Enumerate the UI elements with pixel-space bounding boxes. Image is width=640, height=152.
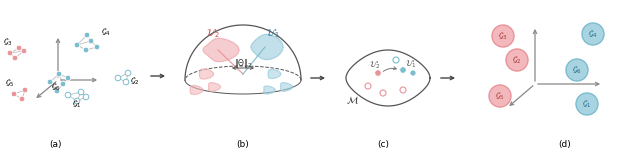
Circle shape <box>94 44 100 50</box>
Text: $\mathcal{G}_3$: $\mathcal{G}_3$ <box>3 36 13 48</box>
Circle shape <box>54 88 60 94</box>
Circle shape <box>123 79 129 85</box>
Circle shape <box>582 23 604 45</box>
Circle shape <box>88 38 94 44</box>
Text: $\mathcal{G}_4$: $\mathcal{G}_4$ <box>101 26 111 38</box>
Circle shape <box>78 89 84 95</box>
Circle shape <box>393 57 399 63</box>
Circle shape <box>19 96 25 102</box>
Text: $\mathcal{G}_2$: $\mathcal{G}_2$ <box>131 75 140 87</box>
Text: $\mathcal{G}_2$: $\mathcal{G}_2$ <box>512 54 522 66</box>
Circle shape <box>125 70 131 76</box>
Text: $\mathcal{U}_2$: $\mathcal{U}_2$ <box>369 59 381 71</box>
Polygon shape <box>200 69 214 79</box>
Circle shape <box>566 59 588 81</box>
Circle shape <box>16 45 22 51</box>
Text: $\mathcal{U}_1$: $\mathcal{U}_1$ <box>405 58 417 70</box>
FancyArrowPatch shape <box>383 67 396 71</box>
Circle shape <box>74 98 80 104</box>
Polygon shape <box>209 83 220 91</box>
Polygon shape <box>203 38 239 62</box>
Circle shape <box>21 48 27 54</box>
Circle shape <box>12 55 18 61</box>
Circle shape <box>365 83 371 89</box>
Text: $\mathcal{G}_6$: $\mathcal{G}_6$ <box>51 81 61 93</box>
Circle shape <box>492 25 514 47</box>
Polygon shape <box>251 34 283 60</box>
Text: $\mathcal{G}_1$: $\mathcal{G}_1$ <box>582 98 592 110</box>
Polygon shape <box>280 83 292 91</box>
Polygon shape <box>264 86 275 94</box>
Circle shape <box>506 49 528 71</box>
Text: $\mathcal{G}_5$: $\mathcal{G}_5$ <box>495 90 505 102</box>
Circle shape <box>83 94 89 100</box>
Circle shape <box>83 47 89 53</box>
Text: $\mathcal{U}_1$: $\mathcal{U}_1$ <box>266 28 280 40</box>
Text: $\mathcal{G}_1$: $\mathcal{G}_1$ <box>72 98 82 110</box>
Text: (c): (c) <box>377 140 389 149</box>
Circle shape <box>576 93 598 115</box>
Circle shape <box>65 75 71 81</box>
Circle shape <box>22 87 28 93</box>
Circle shape <box>410 70 416 76</box>
Text: (d): (d) <box>559 140 572 149</box>
Circle shape <box>11 91 17 97</box>
Text: (a): (a) <box>49 140 61 149</box>
Circle shape <box>74 42 80 48</box>
Circle shape <box>84 32 90 38</box>
Circle shape <box>47 79 53 85</box>
Circle shape <box>380 90 386 96</box>
Text: $\mathcal{M}$: $\mathcal{M}$ <box>346 94 360 106</box>
Circle shape <box>56 71 62 77</box>
Polygon shape <box>346 50 430 106</box>
Circle shape <box>400 67 406 73</box>
Circle shape <box>115 75 121 81</box>
Text: $\mathcal{G}_3$: $\mathcal{G}_3$ <box>498 30 508 42</box>
Circle shape <box>65 92 71 98</box>
Circle shape <box>7 50 13 56</box>
Text: (b): (b) <box>237 140 250 149</box>
Polygon shape <box>268 69 281 78</box>
Text: $\mathcal{G}_4$: $\mathcal{G}_4$ <box>588 28 598 40</box>
Text: $\mathcal{G}_5$: $\mathcal{G}_5$ <box>5 77 15 89</box>
Circle shape <box>60 81 66 87</box>
Polygon shape <box>190 86 203 95</box>
Text: $\|\Theta\|_2$: $\|\Theta\|_2$ <box>234 57 252 69</box>
Circle shape <box>489 85 511 107</box>
Circle shape <box>400 87 406 93</box>
Text: $\mathcal{G}_6$: $\mathcal{G}_6$ <box>572 64 582 76</box>
Circle shape <box>375 70 381 76</box>
Text: $\mathcal{U}_2$: $\mathcal{U}_2$ <box>206 28 220 40</box>
